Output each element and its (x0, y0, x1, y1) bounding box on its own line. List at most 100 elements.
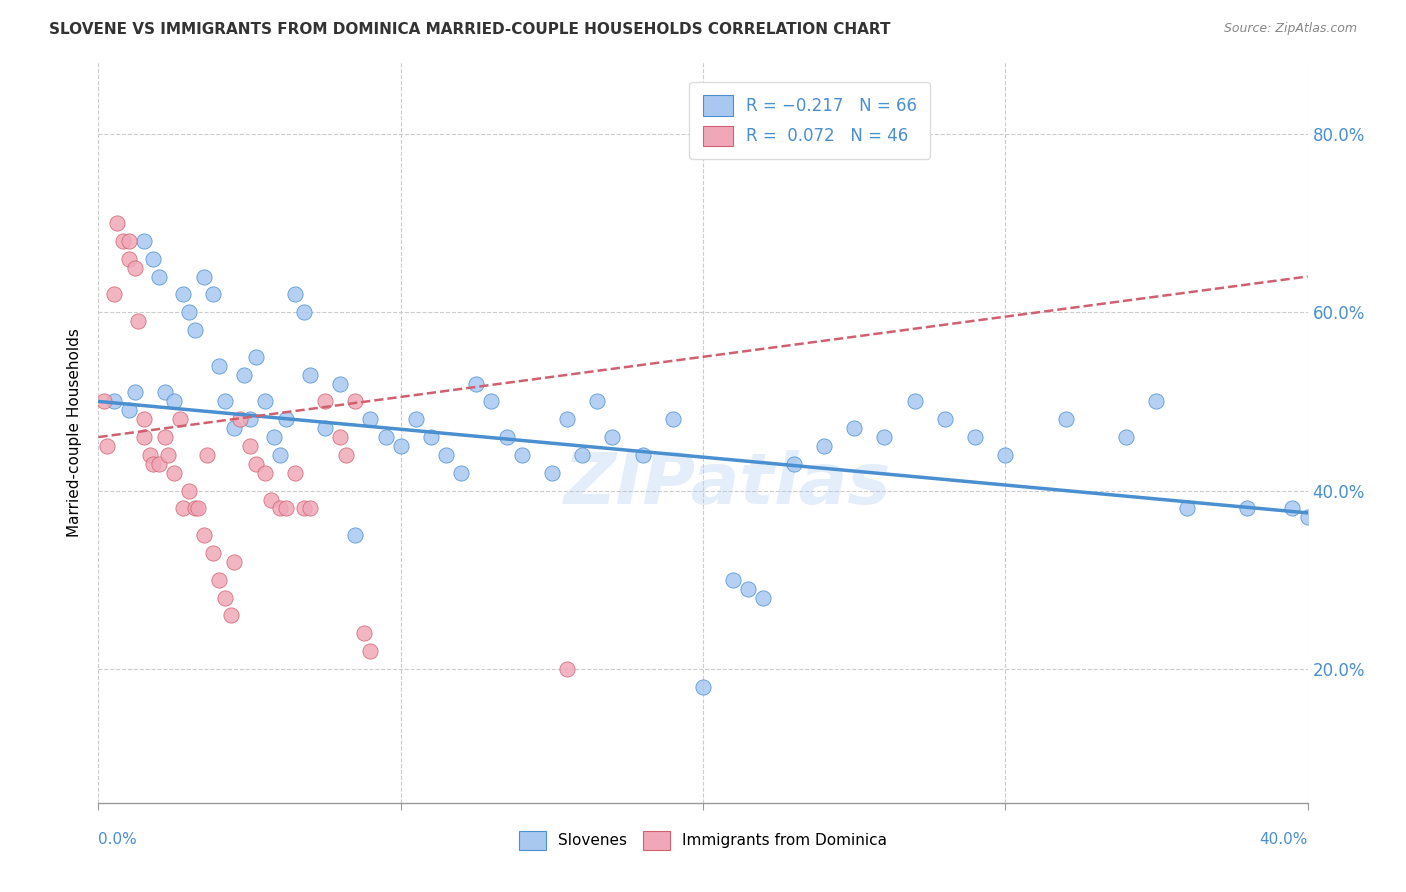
Text: Source: ZipAtlas.com: Source: ZipAtlas.com (1223, 22, 1357, 36)
Point (132, 430, 155, 444)
Point (221, 608, 243, 623)
Point (253, 466, 276, 480)
Point (360, 412, 382, 426)
Point (360, 644, 382, 658)
Point (661, 412, 683, 426)
Point (555, 662, 578, 676)
Point (374, 430, 396, 444)
Point (274, 501, 297, 516)
Point (202, 546, 225, 560)
Point (292, 305, 315, 319)
Point (153, 385, 176, 400)
Point (172, 501, 194, 516)
Point (329, 430, 352, 444)
Point (1296, 510, 1319, 524)
Point (314, 421, 336, 435)
Point (208, 573, 231, 587)
Point (555, 412, 578, 426)
Point (450, 466, 472, 480)
Point (420, 430, 443, 444)
Point (292, 501, 315, 516)
Text: ZIPatlas: ZIPatlas (564, 450, 891, 519)
Point (184, 501, 207, 516)
Point (195, 448, 218, 462)
Point (193, 269, 215, 284)
Point (163, 394, 186, 409)
Point (156, 448, 179, 462)
Point (187, 501, 209, 516)
Point (127, 314, 149, 328)
Point (111, 234, 134, 248)
Point (465, 376, 488, 391)
Point (934, 412, 956, 426)
Point (118, 403, 141, 417)
Point (495, 430, 517, 444)
Point (284, 466, 307, 480)
Point (142, 252, 165, 266)
Point (329, 376, 352, 391)
Point (344, 528, 367, 542)
Point (245, 457, 267, 471)
Point (245, 350, 267, 364)
Text: 40.0%: 40.0% (1260, 831, 1308, 847)
Point (1175, 501, 1198, 516)
Point (214, 394, 236, 409)
Point (193, 528, 215, 542)
Point (813, 439, 835, 453)
Point (783, 457, 806, 471)
Point (260, 492, 283, 507)
Point (148, 457, 170, 471)
Point (229, 412, 252, 426)
Point (299, 501, 322, 516)
Legend: Slovenes, Immigrants from Dominica: Slovenes, Immigrants from Dominica (506, 819, 900, 862)
Point (1144, 394, 1167, 409)
Point (224, 555, 246, 569)
Point (571, 448, 593, 462)
Point (602, 430, 624, 444)
Point (224, 421, 246, 435)
Point (344, 394, 367, 409)
Point (1236, 501, 1258, 516)
Point (118, 252, 141, 266)
Point (314, 394, 336, 409)
Point (1054, 412, 1077, 426)
Point (405, 412, 427, 426)
Point (692, 680, 714, 694)
Point (208, 359, 231, 373)
Point (139, 448, 162, 462)
Point (723, 573, 745, 587)
Point (163, 466, 186, 480)
Point (844, 421, 866, 435)
Point (299, 368, 322, 382)
Point (179, 305, 201, 319)
Point (214, 591, 236, 605)
Point (540, 466, 562, 480)
Point (269, 501, 291, 516)
Point (103, 394, 125, 409)
Point (335, 448, 357, 462)
Point (118, 234, 141, 248)
Point (434, 448, 457, 462)
Point (239, 439, 262, 453)
Point (752, 591, 775, 605)
Point (965, 430, 987, 444)
Point (103, 287, 125, 301)
Point (239, 412, 262, 426)
Point (142, 457, 165, 471)
Point (284, 287, 307, 301)
Point (232, 368, 254, 382)
Point (132, 234, 155, 248)
Point (169, 412, 191, 426)
Text: SLOVENE VS IMMIGRANTS FROM DOMINICA MARRIED-COUPLE HOUSEHOLDS CORRELATION CHART: SLOVENE VS IMMIGRANTS FROM DOMINICA MARR… (49, 22, 891, 37)
Point (631, 448, 654, 462)
Point (202, 287, 225, 301)
Point (132, 412, 155, 426)
Point (353, 626, 375, 640)
Point (124, 385, 146, 400)
Point (263, 430, 285, 444)
Point (873, 430, 896, 444)
Point (124, 260, 146, 275)
Text: 0.0%: 0.0% (98, 831, 138, 847)
Point (1115, 430, 1137, 444)
Point (510, 448, 533, 462)
